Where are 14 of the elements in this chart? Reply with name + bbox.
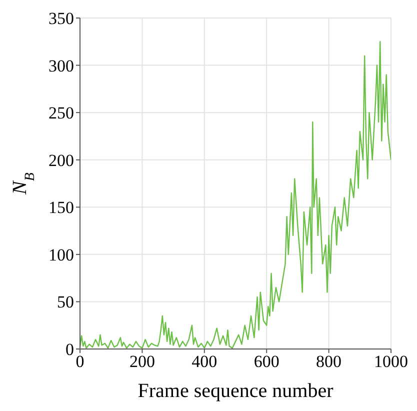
- y-tick-label: 350: [48, 9, 74, 28]
- x-tick-label: 1000: [374, 352, 408, 372]
- y-tick-label: 100: [48, 245, 74, 264]
- x-tick-label: 600: [254, 352, 280, 372]
- y-tick-label: 250: [48, 104, 74, 123]
- y-tick-label: 150: [48, 198, 74, 218]
- y-tick-label: 200: [48, 150, 74, 170]
- y-tick-label: 0: [66, 340, 74, 360]
- x-tick-label: 200: [129, 352, 155, 372]
- x-tick-label: 400: [192, 352, 218, 372]
- y-tick-label: 50: [57, 292, 74, 312]
- x-axis-title: Frame sequence number: [138, 380, 334, 402]
- y-tick-label: 300: [48, 56, 74, 76]
- x-tick-label: 800: [316, 352, 342, 372]
